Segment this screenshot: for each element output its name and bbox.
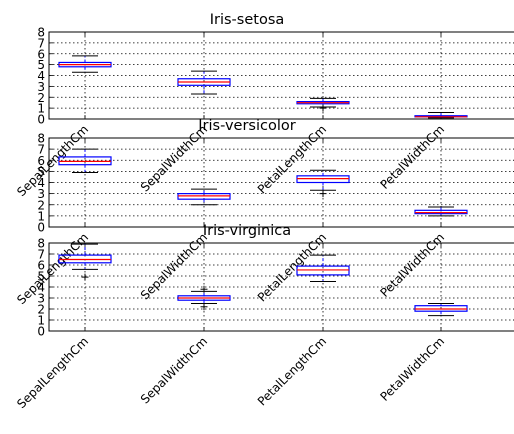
y-tick-label: 2 [37, 303, 45, 317]
axis-frame [48, 137, 514, 228]
box-petalwidthcm [414, 303, 468, 317]
box-petalwidthcm [414, 206, 468, 217]
box-sepallengthcm [58, 243, 112, 281]
box-petalwidthcm [414, 111, 468, 119]
y-tick-label: 5 [37, 165, 45, 179]
y-tick-label: 5 [37, 58, 45, 72]
y-tick-label: 3 [37, 292, 45, 306]
x-tick-label: PetalWidthCm [377, 122, 447, 192]
y-tick-label: 1 [37, 102, 45, 116]
box-petallengthcm [296, 169, 350, 198]
box-sepalwidthcm [177, 188, 231, 206]
y-tick-label: 5 [37, 270, 45, 284]
box-petallengthcm [296, 97, 350, 112]
y-tick-label: 7 [37, 248, 45, 262]
panel-title: Iris-setosa [210, 12, 285, 28]
y-tick-label: 4 [37, 176, 45, 190]
x-tick-label: PetalLengthCm [255, 334, 329, 408]
outlier-marker [319, 190, 327, 198]
y-tick-label: 0 [37, 113, 45, 127]
y-tick-label: 8 [37, 132, 45, 146]
axis-frame [48, 31, 514, 120]
box-sepallengthcm [58, 55, 112, 73]
y-tick-label: 8 [37, 26, 45, 40]
y-tick-label: 6 [37, 47, 45, 61]
y-tick-label: 6 [37, 154, 45, 168]
outlier-marker [81, 273, 89, 281]
y-tick-label: 0 [37, 221, 45, 235]
y-tick-label: 1 [37, 209, 45, 223]
y-tick-label: 3 [37, 187, 45, 201]
y-tick-label: 4 [37, 281, 45, 295]
y-tick-label: 7 [37, 143, 45, 157]
panel-title: Iris-virginica [203, 223, 291, 239]
x-tick-label: PetalWidthCm [377, 334, 447, 404]
axis-frame [48, 242, 514, 332]
x-tick-label: SepalLengthCm [14, 122, 91, 199]
y-tick-label: 7 [37, 36, 45, 50]
box-sepalwidthcm [177, 285, 231, 311]
box-petallengthcm [296, 254, 350, 282]
x-tick-label: SepalWidthCm [138, 334, 210, 406]
y-tick-label: 0 [37, 325, 45, 339]
outlier-marker [200, 303, 208, 311]
y-tick-label: 2 [37, 91, 45, 105]
x-tick-label: SepalLengthCm [14, 334, 91, 411]
x-tick-label: PetalLengthCm [255, 230, 329, 304]
outlier-marker [319, 104, 327, 112]
y-tick-label: 8 [37, 237, 45, 251]
y-tick-label: 3 [37, 80, 45, 94]
y-tick-label: 1 [37, 314, 45, 328]
y-tick-label: 6 [37, 259, 45, 273]
x-tick-label: SepalLengthCm [14, 230, 91, 307]
y-tick-label: 2 [37, 198, 45, 212]
y-tick-label: 4 [37, 69, 45, 83]
box-sepallengthcm [58, 148, 112, 173]
box-sepalwidthcm [177, 70, 231, 95]
x-tick-label: PetalWidthCm [377, 230, 447, 300]
outlier-marker [200, 285, 208, 293]
panel-title: Iris-versicolor [198, 118, 295, 134]
